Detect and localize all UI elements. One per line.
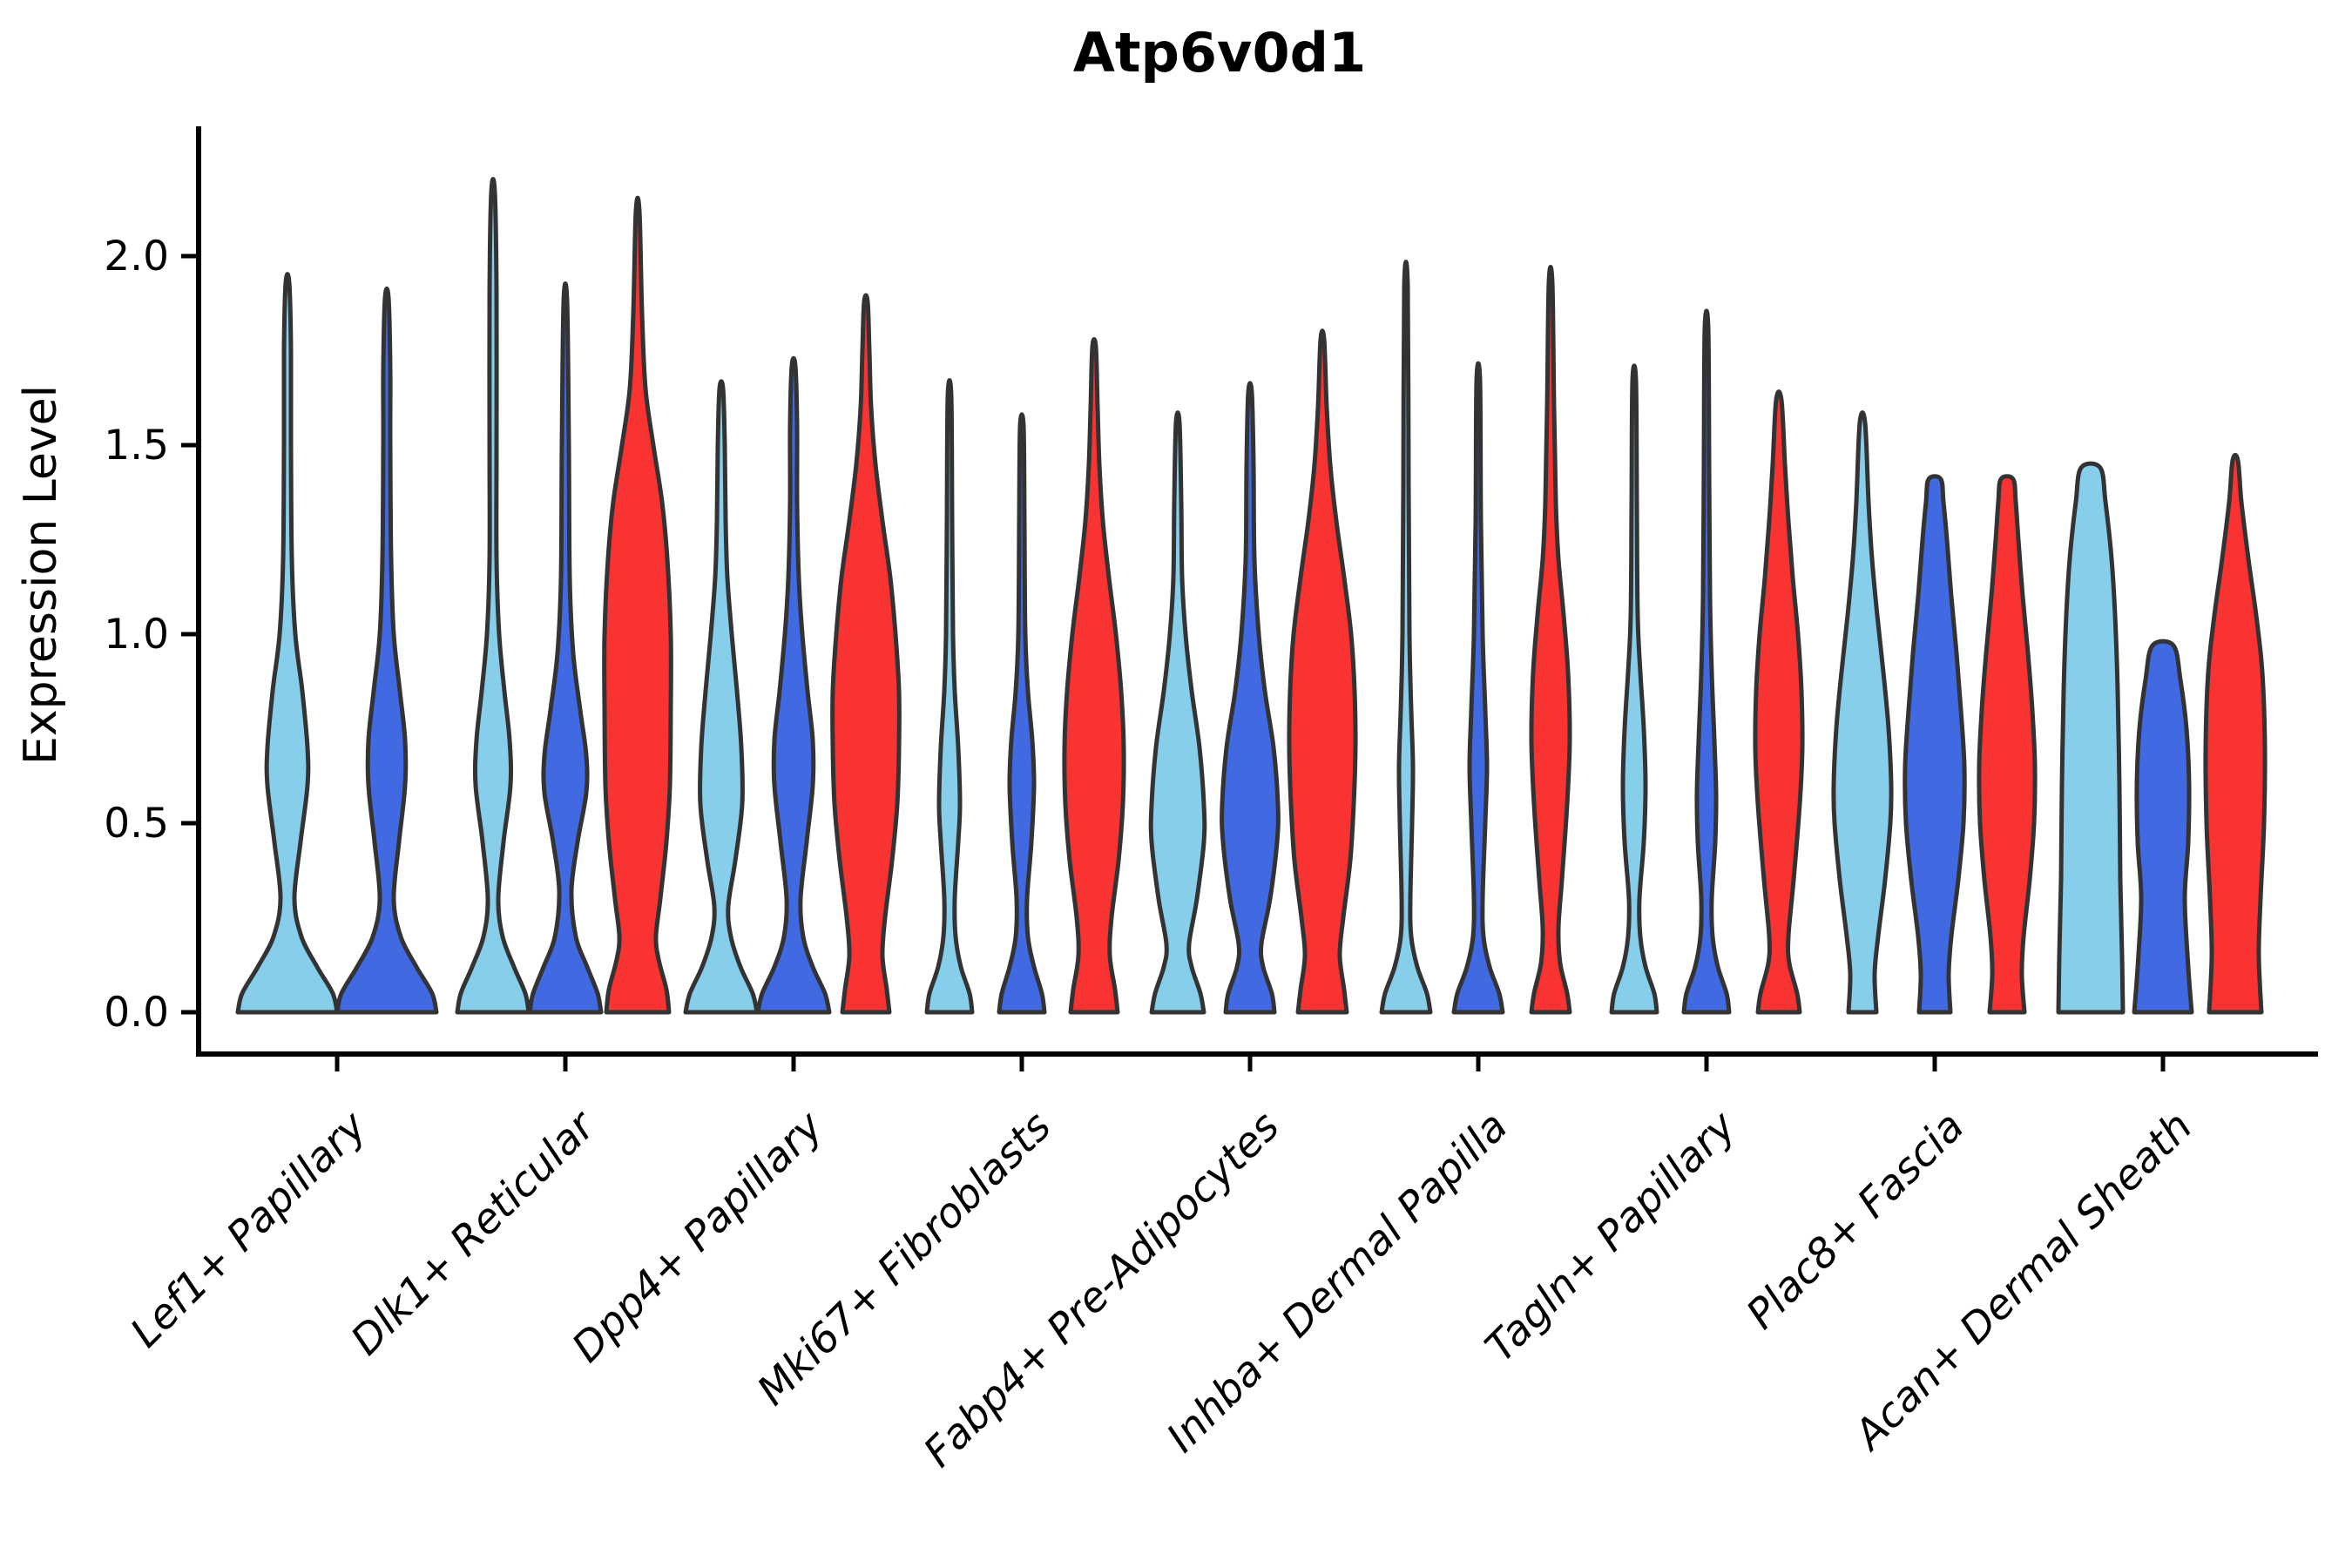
violin-red — [1753, 389, 1805, 1015]
x-tick-label: Dpp4+ Papillary — [563, 1102, 833, 1372]
violin-red — [1062, 337, 1126, 1015]
x-tick-label: Lef1+ Papillary — [121, 1102, 376, 1357]
x-tick-label: Tagln+ Papillary — [1477, 1102, 1747, 1372]
y-ticks: 0.0 0.5 1.0 1.5 2.0 — [104, 233, 199, 1037]
violin-group-3 — [683, 293, 902, 1015]
violin-group-8 — [1831, 410, 2038, 1015]
violin-light_blue — [924, 378, 975, 1015]
violin-group-2 — [455, 177, 673, 1015]
x-tick-label: Plac8+ Fascia — [1737, 1103, 1973, 1339]
violin-light_blue — [1609, 363, 1659, 1015]
violin-royal_blue — [527, 280, 604, 1015]
violin-royal_blue — [335, 286, 439, 1015]
axes-layer — [196, 126, 2318, 1057]
violin-royal_blue — [1451, 361, 1505, 1015]
violin-royal_blue — [1903, 474, 1967, 1015]
violin-group-7 — [1609, 308, 1805, 1015]
violin-red — [830, 293, 902, 1015]
violin-light_blue — [1148, 410, 1207, 1015]
violin-group-1 — [235, 272, 439, 1015]
y-tick-label: 2.0 — [104, 233, 169, 280]
y-tick-label: 0.0 — [104, 989, 169, 1037]
violin-royal_blue — [755, 355, 832, 1015]
violin-royal_blue — [997, 412, 1047, 1015]
plot-title: Atp6v0d1 — [1073, 21, 1366, 84]
violin-light_blue — [683, 379, 760, 1015]
violin-red — [1977, 474, 2038, 1015]
y-axis-label: Expression Level — [15, 385, 67, 765]
violin-red — [602, 195, 673, 1015]
y-tick-label: 0.5 — [104, 800, 169, 848]
violin-red — [1287, 328, 1358, 1015]
violin-royal_blue — [1220, 381, 1281, 1015]
violin-group-6 — [1379, 260, 1572, 1015]
violin-royal_blue — [2132, 639, 2194, 1015]
x-tick-label: Dlk1+ Reticular — [342, 1101, 606, 1365]
violins-layer — [235, 177, 2268, 1015]
violin-group-4 — [924, 337, 1126, 1015]
violin-light_blue — [1831, 410, 1894, 1015]
y-tick-label: 1.0 — [104, 611, 169, 659]
violin-light_blue — [2056, 461, 2126, 1015]
violin-group-9 — [2056, 452, 2268, 1015]
violin-light_blue — [1379, 260, 1433, 1015]
violin-royal_blue — [1681, 308, 1732, 1015]
y-tick-label: 1.5 — [104, 422, 169, 470]
violin-group-5 — [1148, 328, 1358, 1015]
violin-red — [1529, 264, 1572, 1015]
violin-light_blue — [235, 272, 340, 1015]
violin-light_blue — [455, 177, 531, 1015]
violin-red — [2203, 452, 2268, 1015]
